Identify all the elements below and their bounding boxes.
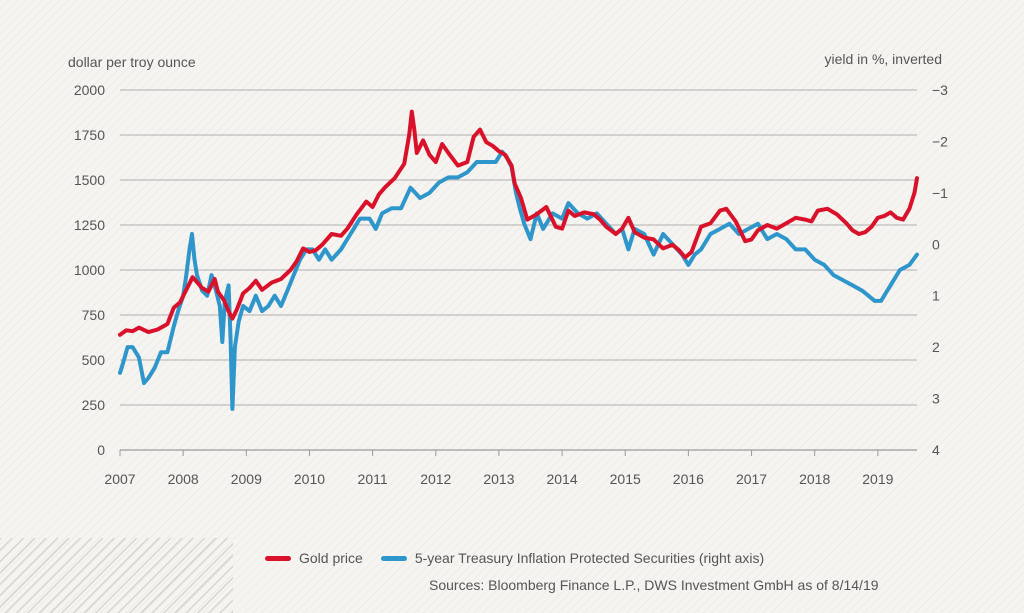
- right-axis-title: yield in %, inverted: [824, 51, 942, 67]
- x-tick-label: 2019: [862, 471, 893, 487]
- x-tick-label: 2014: [546, 471, 577, 487]
- y2-tick-label: 1: [932, 288, 940, 304]
- x-tick-label: 2008: [168, 471, 199, 487]
- y-tick-label: 1750: [74, 127, 105, 143]
- y2-tick-label: −3: [932, 82, 948, 98]
- y-tick-label: 2000: [74, 82, 105, 98]
- legend-label-gold: Gold price: [299, 550, 363, 566]
- x-tick-label: 2007: [104, 471, 135, 487]
- x-tick-label: 2011: [358, 471, 388, 487]
- left-axis-title: dollar per troy ounce: [68, 54, 196, 70]
- legend: Gold price 5-year Treasury Inflation Pro…: [265, 550, 782, 566]
- legend-item-gold: Gold price: [265, 550, 363, 566]
- legend-swatch-tips: [380, 555, 407, 561]
- decorative-hatch: [0, 538, 233, 613]
- y-tick-label: 0: [97, 442, 105, 458]
- y2-tick-label: 0: [932, 236, 940, 252]
- legend-item-tips: 5-year Treasury Inflation Protected Secu…: [380, 550, 765, 566]
- y-tick-label: 1250: [74, 217, 105, 233]
- left-axis-ticks: 0 250 500 750 1000 1250 1500 1750 2000: [74, 82, 105, 458]
- legend-label-tips: 5-year Treasury Inflation Protected Secu…: [414, 550, 765, 566]
- x-axis-ticks: 2007 2008 2009 2010 2011 2012 2013 2014 2015 2016…: [104, 450, 894, 487]
- right-axis-ticks: 4 3 2 1 0 −1 −2 −3: [932, 82, 948, 458]
- y-tick-label: 500: [82, 352, 106, 368]
- x-tick-label: 2012: [420, 471, 451, 487]
- legend-swatch-gold: [265, 555, 291, 561]
- x-tick-label: 2017: [736, 471, 767, 487]
- x-tick-label: 2015: [610, 471, 641, 487]
- gridlines: [120, 89, 917, 451]
- sources-note: Sources: Bloomberg Finance L.P., DWS Inv…: [429, 577, 879, 593]
- y-tick-label: 1000: [74, 262, 105, 278]
- x-tick-label: 2013: [483, 471, 514, 487]
- y2-tick-label: 4: [932, 442, 940, 458]
- x-tick-label: 2016: [673, 471, 704, 487]
- x-tick-label: 2009: [231, 471, 262, 487]
- y2-tick-label: 3: [932, 391, 940, 407]
- y2-tick-label: −1: [932, 185, 948, 201]
- series-lines: [118, 109, 919, 411]
- y2-tick-label: 2: [932, 339, 940, 355]
- y2-tick-label: −2: [932, 133, 948, 149]
- y-tick-label: 750: [82, 307, 106, 323]
- x-tick-label: 2018: [799, 471, 830, 487]
- x-tick-label: 2010: [294, 471, 325, 487]
- y-tick-label: 250: [82, 397, 106, 413]
- tips-yield-line: [118, 149, 919, 411]
- y-tick-label: 1500: [74, 172, 105, 188]
- gold-price-line: [118, 109, 919, 337]
